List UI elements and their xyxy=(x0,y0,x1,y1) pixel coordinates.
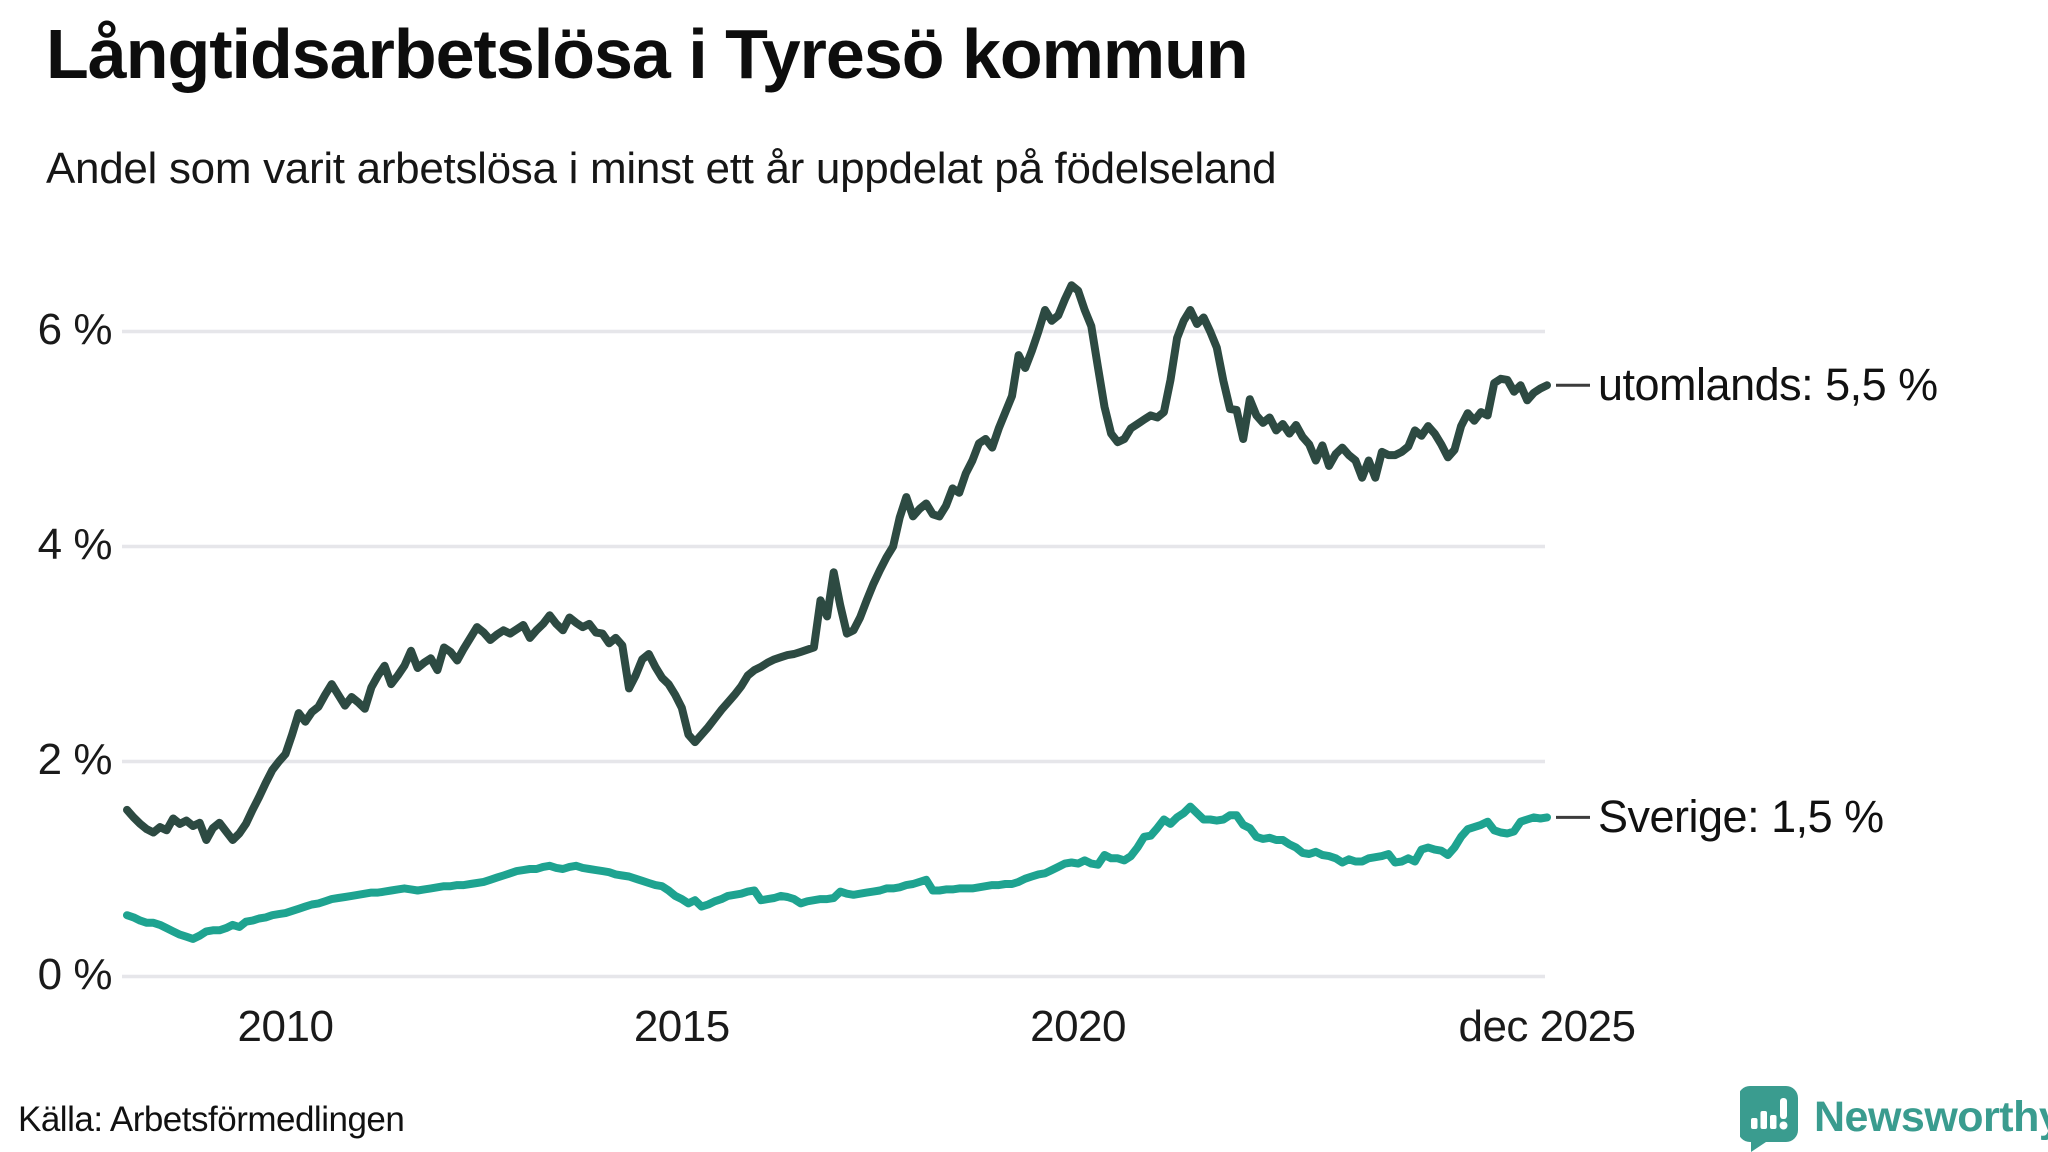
y-tick-label: 0 % xyxy=(37,949,113,999)
series-end-label-utomlands: utomlands: 5,5 % xyxy=(1598,359,1938,411)
series-end-label-sverige: Sverige: 1,5 % xyxy=(1598,791,1884,843)
newsworthy-logo: Newsworthy xyxy=(1740,1086,2048,1152)
x-tick-label: 2010 xyxy=(237,1002,334,1051)
x-tick-label: 2020 xyxy=(1030,1002,1126,1051)
chart-subtitle: Andel som varit arbetslösa i minst ett å… xyxy=(46,144,1277,193)
y-tick-label: 6 % xyxy=(37,304,113,354)
newsworthy-logo-text: Newsworthy xyxy=(1814,1092,2048,1141)
y-tick-label: 2 % xyxy=(37,734,113,784)
x-tick-label: 2015 xyxy=(633,1002,730,1051)
page-title: Långtidsarbetslösa i Tyresö kommun xyxy=(46,15,1249,93)
series-line-utomlands xyxy=(123,281,1551,844)
newsworthy-logo-icon xyxy=(1740,1086,1798,1152)
source-caption: Källa: Arbetsförmedlingen xyxy=(18,1100,405,1139)
y-tick-label: 4 % xyxy=(37,519,113,569)
series-line-Sverige xyxy=(123,802,1551,943)
x-tick-label: dec 2025 xyxy=(1458,1002,1636,1051)
